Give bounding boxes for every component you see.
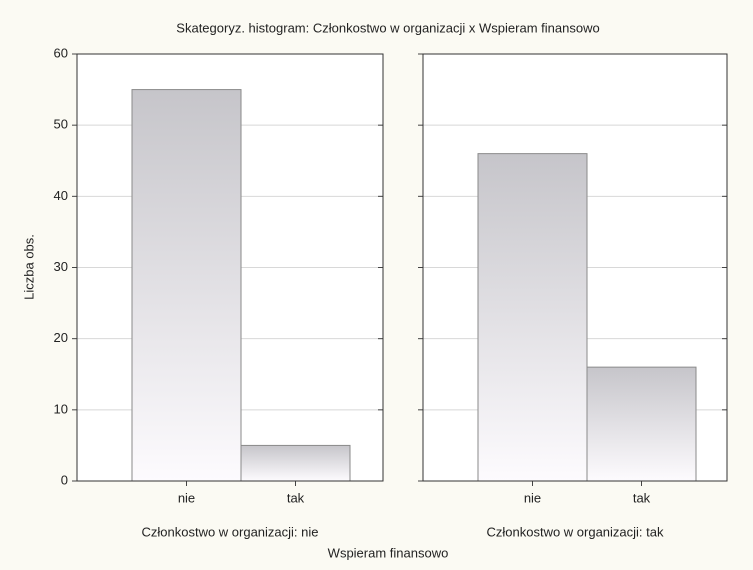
y-tick-label: 60	[54, 45, 68, 60]
y-axis-label: Liczba obs.	[21, 234, 36, 300]
plot-frame	[422, 53, 728, 482]
y-tick-label: 10	[54, 401, 68, 416]
y-tick-label: 50	[54, 117, 68, 132]
plot-frame	[76, 53, 384, 482]
x-tick-label: tak	[287, 490, 305, 505]
y-tick-label: 30	[54, 259, 68, 274]
y-tick-label: 0	[61, 472, 68, 487]
bar	[131, 89, 242, 482]
panel-subtitle: Członkostwo w organizacji: tak	[486, 524, 664, 539]
chart-title: Skategoryz. histogram: Członkostwo w org…	[176, 20, 599, 35]
bar	[586, 366, 697, 482]
bar	[477, 153, 588, 482]
x-tick-label: nie	[524, 490, 541, 505]
bar	[240, 444, 351, 482]
x-tick-label: tak	[633, 490, 651, 505]
panel-subtitle: Członkostwo w organizacji: nie	[141, 524, 318, 539]
x-axis-label: Wspieram finansowo	[328, 545, 449, 560]
x-tick-label: nie	[178, 490, 195, 505]
y-tick-label: 40	[54, 188, 68, 203]
y-tick-label: 20	[54, 330, 68, 345]
